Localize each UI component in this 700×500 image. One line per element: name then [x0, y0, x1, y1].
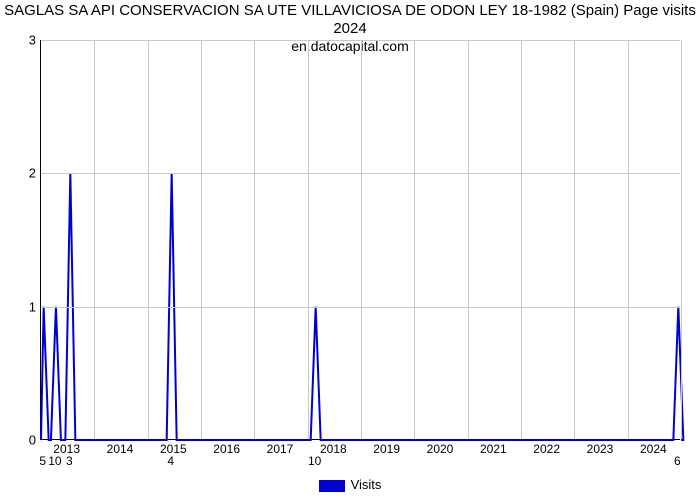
- x-tick-label: 2022: [533, 442, 560, 456]
- gridline-vertical: [148, 40, 149, 439]
- gridline-horizontal: [41, 40, 680, 41]
- gridline-vertical: [628, 40, 629, 439]
- plot-area: [40, 40, 680, 440]
- x-tick-label: 2020: [427, 442, 454, 456]
- y-tick-label: 3: [20, 33, 36, 48]
- x-tick-label: 2018: [320, 442, 347, 456]
- spike-value-label: 10: [48, 454, 61, 468]
- x-tick-label: 2021: [480, 442, 507, 456]
- gridline-vertical: [521, 40, 522, 439]
- y-tick-label: 0: [20, 433, 36, 448]
- y-tick-label: 1: [20, 299, 36, 314]
- gridline-horizontal: [41, 307, 680, 308]
- legend: Visits: [0, 477, 700, 492]
- gridline-vertical: [574, 40, 575, 439]
- x-tick-label: 2019: [373, 442, 400, 456]
- gridline-vertical: [308, 40, 309, 439]
- x-tick-label: 2024: [640, 442, 667, 456]
- x-tick-label: 2016: [213, 442, 240, 456]
- legend-label: Visits: [351, 477, 382, 492]
- x-tick-label: 2017: [267, 442, 294, 456]
- legend-swatch: [319, 480, 345, 492]
- y-tick-label: 2: [20, 166, 36, 181]
- gridline-vertical: [254, 40, 255, 439]
- gridline-horizontal: [41, 173, 680, 174]
- gridline-vertical: [94, 40, 95, 439]
- spike-value-label: 10: [308, 454, 321, 468]
- gridline-vertical: [468, 40, 469, 439]
- chart-container: SAGLAS SA API CONSERVACION SA UTE VILLAV…: [0, 0, 700, 500]
- spike-value-label: 5: [39, 454, 46, 468]
- spike-value-label: 4: [167, 454, 174, 468]
- x-tick-label: 2023: [587, 442, 614, 456]
- title-line-1: SAGLAS SA API CONSERVACION SA UTE VILLAV…: [4, 2, 696, 37]
- spike-value-label: 6: [674, 454, 681, 468]
- gridline-vertical: [361, 40, 362, 439]
- gridline-vertical: [681, 40, 682, 439]
- gridline-vertical: [414, 40, 415, 439]
- x-tick-label: 2014: [107, 442, 134, 456]
- spike-value-label: 3: [66, 454, 73, 468]
- gridline-vertical: [201, 40, 202, 439]
